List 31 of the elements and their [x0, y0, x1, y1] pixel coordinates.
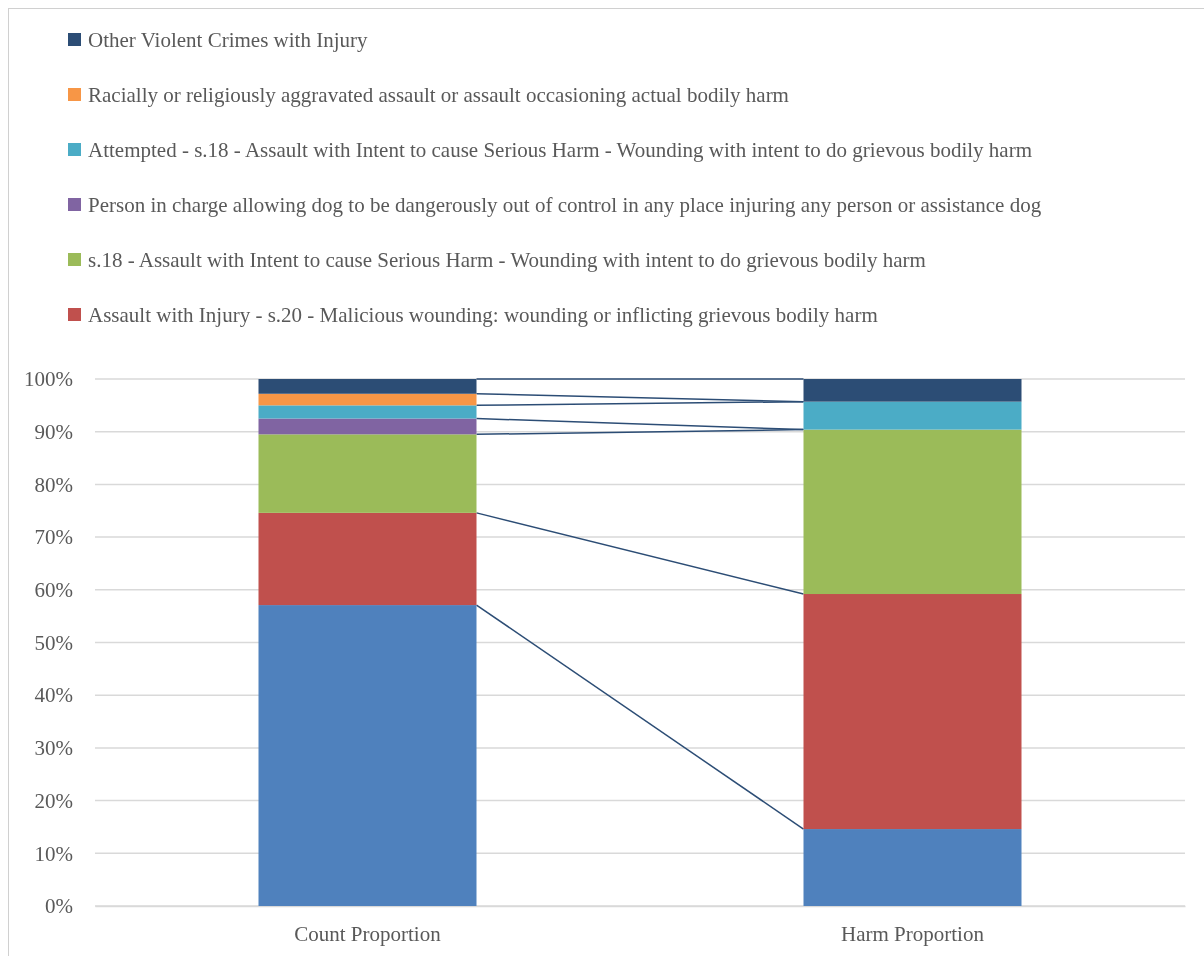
bar: [258, 405, 477, 419]
y-tick-label: 80%: [34, 472, 73, 497]
y-tick-label: 100%: [24, 367, 73, 392]
x-tick-label: Harm Proportion: [841, 921, 985, 946]
bar: [258, 605, 477, 906]
y-tick-label: 10%: [34, 841, 73, 866]
bar: [803, 429, 1022, 595]
bar: [258, 379, 477, 394]
y-tick-label: 90%: [34, 419, 73, 444]
bar: [803, 401, 1022, 430]
y-tick-label: 40%: [34, 683, 73, 708]
bar: [258, 393, 477, 406]
bar: [258, 512, 477, 606]
legend-label: s.18 - Assault with Intent to cause Serious Harm - Wounding with intent to do grievous bodily harm: [88, 248, 926, 273]
legend-label: Racially or religiously aggravated assault or assault occasioning actual bodily harm: [88, 83, 789, 108]
legend-label: Attempted - s.18 - Assault with Intent to cause Serious Harm - Wounding with intent to do grievous bodily harm: [88, 138, 1032, 163]
y-tick-label: 70%: [34, 525, 73, 550]
y-tick-label: 50%: [34, 630, 73, 655]
bar: [258, 418, 477, 435]
bar: [803, 379, 1022, 402]
legend-label: Other Violent Crimes with Injury: [88, 28, 368, 53]
legend-label: Assault with Injury - s.20 - Malicious wounding: wounding or inflicting grievous bodily harm: [88, 303, 878, 328]
legend-label: Person in charge allowing dog to be dangerously out of control in any place injuring any person or assistance dog: [88, 193, 1042, 218]
y-tick-label: 0%: [45, 894, 73, 919]
y-tick-label: 30%: [34, 736, 73, 761]
bar: [258, 434, 477, 513]
x-tick-label: Count Proportion: [294, 921, 442, 946]
bar: [803, 829, 1022, 906]
y-tick-label: 60%: [34, 578, 73, 603]
y-tick-label: 20%: [34, 788, 73, 813]
bar: [803, 594, 1022, 830]
